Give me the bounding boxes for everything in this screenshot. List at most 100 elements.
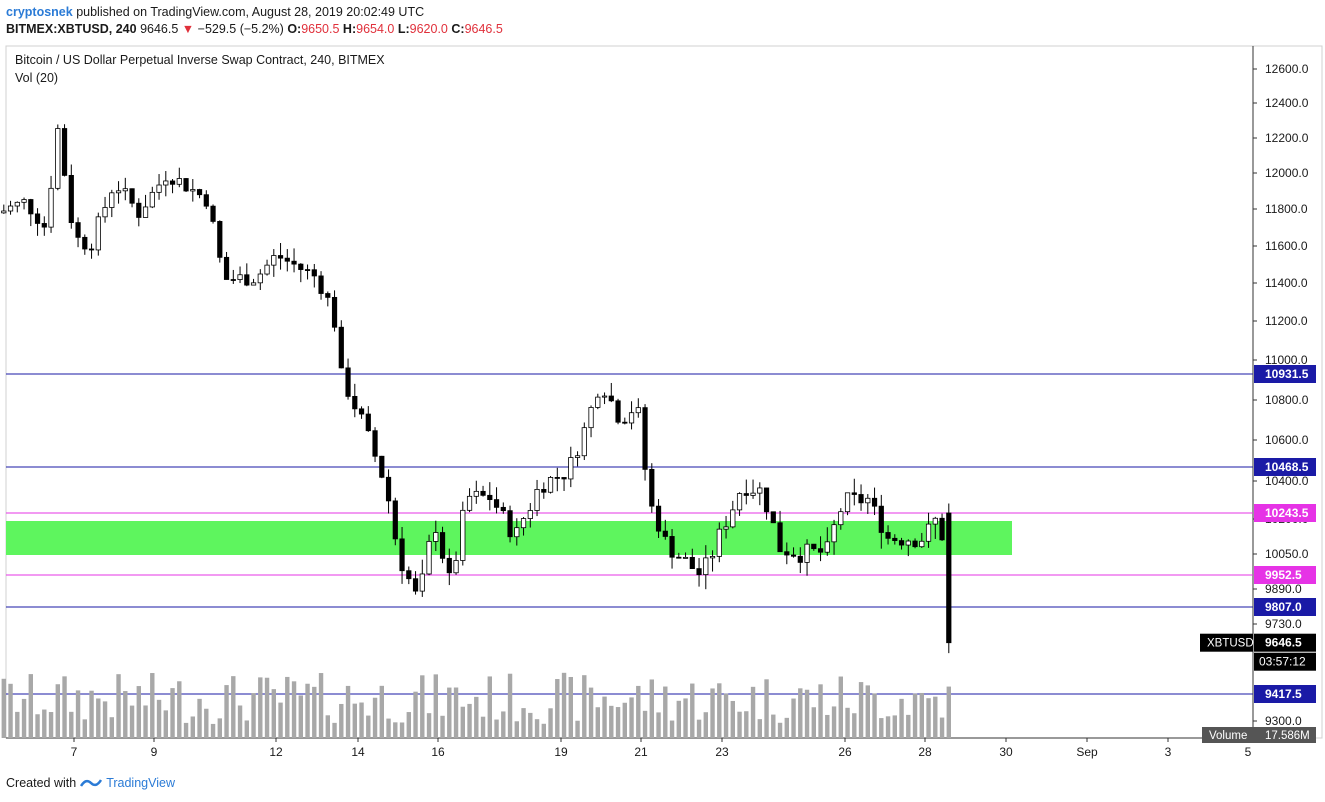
volume-bar — [906, 714, 911, 738]
volume-bar — [204, 708, 209, 738]
candle-down — [878, 505, 884, 533]
volume-bar — [744, 711, 749, 738]
candle-up — [122, 188, 128, 192]
volume-bar — [420, 675, 425, 738]
axis-tags: 10931.5 10468.5 10243.5 9952.5 9807.0 9417.5 X… — [1200, 365, 1316, 743]
candle-down — [811, 543, 817, 550]
volume-bar — [588, 687, 594, 738]
y-tick-label: 10600.0 — [1265, 433, 1309, 447]
candle-down — [790, 554, 797, 557]
volume-bar — [379, 685, 384, 738]
volume-bar — [426, 713, 432, 738]
candle-up — [568, 457, 574, 480]
candle-up — [109, 192, 115, 208]
low-label: L: — [397, 22, 410, 36]
candle-up — [804, 543, 810, 563]
horizontal-levels[interactable] — [6, 373, 1253, 695]
candle-up — [426, 541, 432, 575]
x-tick-label: 9 — [151, 745, 158, 759]
candle-up — [473, 490, 479, 497]
volume-bar — [771, 714, 776, 738]
x-tick-label: 16 — [431, 745, 445, 759]
chart-header: cryptosnek published on TradingView.com,… — [6, 4, 503, 38]
candle-down — [662, 530, 668, 537]
volume-bar — [575, 720, 580, 738]
candle-down — [82, 236, 88, 250]
close-label: C: — [451, 22, 465, 36]
volume-bar — [372, 697, 378, 738]
publish-info: published on TradingView.com, August 28,… — [76, 5, 425, 19]
volume-bar — [264, 677, 270, 738]
level-tag-label: 10243.5 — [1265, 506, 1309, 520]
candle-up — [453, 560, 459, 574]
candle-down — [615, 400, 621, 423]
volume-bar — [615, 707, 621, 738]
candle-down — [784, 551, 790, 556]
candle-up — [1, 210, 7, 214]
level-tag — [1254, 566, 1316, 584]
volume-tag-label: Volume — [1209, 730, 1247, 742]
volume-bar — [683, 698, 688, 738]
y-tick-label: 9730.0 — [1265, 617, 1302, 631]
tradingview-brand[interactable]: TradingView — [106, 776, 175, 790]
volume-bar — [359, 702, 364, 738]
volume-bar — [197, 698, 202, 738]
volume-bar — [231, 676, 236, 738]
volume-bar — [156, 699, 162, 738]
candle-down — [203, 194, 209, 207]
candle-up — [547, 477, 554, 493]
author-link[interactable]: cryptosnek — [6, 5, 73, 19]
volume-tag-value: 17.586M — [1265, 730, 1310, 742]
volume-bar — [548, 708, 553, 738]
symbol-label: BITMEX:XBTUSD, 240 — [6, 22, 137, 36]
candle-down — [898, 540, 905, 546]
volume-bar — [629, 697, 634, 738]
candle-down — [406, 570, 412, 580]
level-tag — [1254, 598, 1316, 616]
x-tick-label: 23 — [715, 745, 729, 759]
candle-down — [28, 199, 34, 215]
candle-down — [244, 274, 250, 286]
chart-frame — [5, 45, 1323, 739]
volume-bar — [82, 719, 87, 738]
volume-bar — [676, 700, 681, 738]
volume-bar — [703, 712, 708, 738]
volume-bar — [730, 700, 735, 738]
candle-up — [703, 557, 709, 576]
volume-bar — [507, 673, 513, 738]
volume-bar — [433, 674, 438, 738]
volume-bar — [28, 674, 33, 738]
x-tick-label: 12 — [269, 745, 283, 759]
volume-bar — [75, 690, 81, 738]
candle-down — [669, 536, 675, 558]
candle-down — [797, 555, 803, 563]
volume-bar — [622, 702, 627, 738]
volume-bar — [582, 675, 587, 738]
volume-bar — [312, 686, 317, 738]
volume-bar — [764, 679, 769, 738]
candle-down — [858, 494, 864, 504]
y-tick-label: 11200.0 — [1265, 314, 1308, 328]
volume-bar — [244, 720, 249, 738]
volume-bar — [413, 691, 418, 738]
time-axis[interactable]: 7 9 12 14 16 19 21 23 26 28 30 Sep 3 5 — [71, 738, 1252, 759]
volume-bar — [278, 702, 283, 738]
volume-bar — [217, 718, 222, 738]
candle-down — [561, 477, 567, 480]
volume-bar — [669, 720, 675, 738]
candle-up — [750, 492, 756, 496]
candle-up — [844, 492, 851, 513]
volume-bar — [190, 716, 195, 738]
candle-down — [311, 269, 317, 277]
volume-bar — [21, 698, 27, 738]
price-axis[interactable]: 12600.0 12400.0 12200.0 12000.0 11800.0 11600… — [1253, 62, 1309, 728]
volume-bar — [717, 683, 722, 738]
x-tick-label: 14 — [351, 745, 365, 759]
volume-bar — [258, 677, 263, 738]
candle-down — [68, 175, 74, 224]
volume-bar — [406, 712, 411, 738]
candle-down — [500, 506, 506, 512]
candle-up — [115, 190, 122, 194]
volume-bar — [514, 721, 519, 738]
